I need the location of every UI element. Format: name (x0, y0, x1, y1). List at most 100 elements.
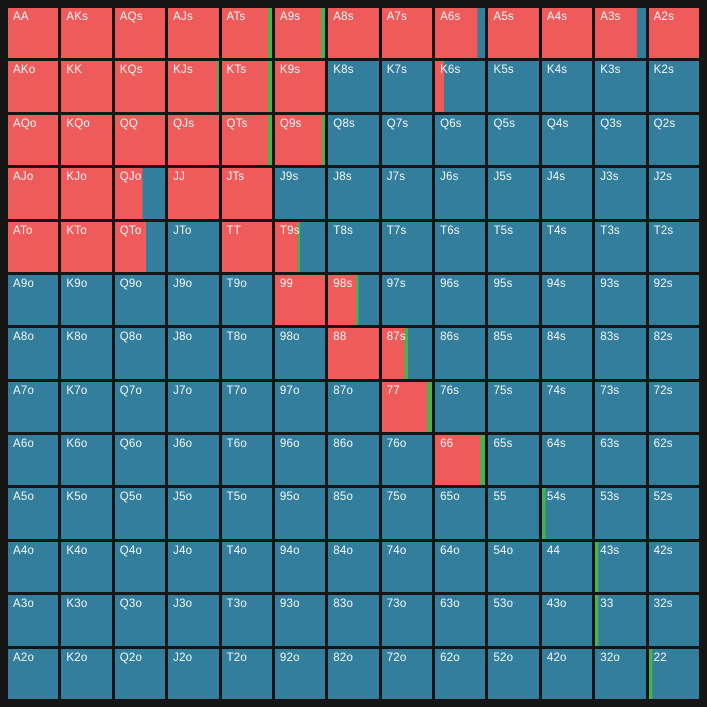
range-cell-T3o[interactable]: T3o (221, 595, 272, 646)
range-cell-T9s[interactable]: T9s (274, 221, 326, 272)
range-cell-A7o[interactable]: A7o (8, 381, 59, 433)
range-cell-JTs[interactable]: JTs (221, 168, 272, 219)
range-cell-A4o[interactable]: A4o (8, 541, 59, 593)
range-cell-54o[interactable]: 54o (488, 541, 539, 593)
range-cell-A8s[interactable]: A8s (328, 8, 379, 59)
range-cell-33[interactable]: 33 (595, 595, 646, 646)
range-cell-J5o[interactable]: J5o (168, 488, 219, 539)
range-cell-T8s[interactable]: T8s (328, 221, 379, 272)
range-cell-J7s[interactable]: J7s (381, 168, 433, 219)
range-cell-J8o[interactable]: J8o (168, 328, 219, 379)
range-cell-T9o[interactable]: T9o (221, 274, 272, 326)
range-cell-77[interactable]: 77 (381, 381, 433, 433)
range-cell-KK[interactable]: KK (61, 61, 112, 112)
range-cell-42s[interactable]: 42s (648, 541, 699, 593)
range-cell-22[interactable]: 22 (648, 648, 699, 699)
range-cell-KTo[interactable]: KTo (61, 221, 112, 272)
range-cell-T2s[interactable]: T2s (648, 221, 699, 272)
range-cell-K2s[interactable]: K2s (648, 61, 699, 112)
range-cell-A2o[interactable]: A2o (8, 648, 59, 699)
range-cell-42o[interactable]: 42o (541, 648, 593, 699)
range-cell-82o[interactable]: 82o (328, 648, 379, 699)
range-cell-62o[interactable]: 62o (435, 648, 486, 699)
range-cell-K3o[interactable]: K3o (61, 595, 112, 646)
range-cell-52s[interactable]: 52s (648, 488, 699, 539)
range-cell-KJo[interactable]: KJo (61, 168, 112, 219)
range-cell-A3s[interactable]: A3s (595, 8, 646, 59)
range-cell-53o[interactable]: 53o (488, 595, 539, 646)
range-cell-72o[interactable]: 72o (381, 648, 433, 699)
range-cell-K9s[interactable]: K9s (274, 61, 326, 112)
range-cell-96s[interactable]: 96s (435, 274, 486, 326)
range-cell-A4s[interactable]: A4s (541, 8, 593, 59)
range-cell-97s[interactable]: 97s (381, 274, 433, 326)
range-cell-A3o[interactable]: A3o (8, 595, 59, 646)
range-cell-Q6s[interactable]: Q6s (435, 114, 486, 166)
range-cell-K4o[interactable]: K4o (61, 541, 112, 593)
range-cell-A2s[interactable]: A2s (648, 8, 699, 59)
range-cell-K7o[interactable]: K7o (61, 381, 112, 433)
range-cell-J8s[interactable]: J8s (328, 168, 379, 219)
range-cell-J2o[interactable]: J2o (168, 648, 219, 699)
range-cell-97o[interactable]: 97o (274, 381, 326, 433)
range-cell-J4s[interactable]: J4s (541, 168, 593, 219)
range-cell-A5o[interactable]: A5o (8, 488, 59, 539)
range-cell-76s[interactable]: 76s (435, 381, 486, 433)
range-cell-K5s[interactable]: K5s (488, 61, 539, 112)
range-cell-Q8s[interactable]: Q8s (328, 114, 379, 166)
range-cell-Q4s[interactable]: Q4s (541, 114, 593, 166)
range-cell-A5s[interactable]: A5s (488, 8, 539, 59)
range-cell-82s[interactable]: 82s (648, 328, 699, 379)
range-cell-A6o[interactable]: A6o (8, 435, 59, 486)
range-cell-A8o[interactable]: A8o (8, 328, 59, 379)
range-cell-Q8o[interactable]: Q8o (114, 328, 166, 379)
range-cell-43o[interactable]: 43o (541, 595, 593, 646)
range-cell-Q9s[interactable]: Q9s (274, 114, 326, 166)
range-cell-94s[interactable]: 94s (541, 274, 593, 326)
range-cell-T6s[interactable]: T6s (435, 221, 486, 272)
range-cell-T7s[interactable]: T7s (381, 221, 433, 272)
range-cell-T5s[interactable]: T5s (488, 221, 539, 272)
range-cell-K7s[interactable]: K7s (381, 61, 433, 112)
range-cell-QQ[interactable]: QQ (114, 114, 166, 166)
range-cell-84s[interactable]: 84s (541, 328, 593, 379)
range-cell-83s[interactable]: 83s (595, 328, 646, 379)
range-cell-J2s[interactable]: J2s (648, 168, 699, 219)
range-cell-72s[interactable]: 72s (648, 381, 699, 433)
range-cell-J7o[interactable]: J7o (168, 381, 219, 433)
range-cell-55[interactable]: 55 (488, 488, 539, 539)
range-cell-43s[interactable]: 43s (595, 541, 646, 593)
range-cell-QTo[interactable]: QTo (114, 221, 166, 272)
range-cell-Q3o[interactable]: Q3o (114, 595, 166, 646)
range-cell-J6o[interactable]: J6o (168, 435, 219, 486)
range-cell-QJo[interactable]: QJo (114, 168, 166, 219)
range-cell-65s[interactable]: 65s (488, 435, 539, 486)
range-cell-95s[interactable]: 95s (488, 274, 539, 326)
range-cell-32s[interactable]: 32s (648, 595, 699, 646)
range-cell-Q5o[interactable]: Q5o (114, 488, 166, 539)
range-cell-87s[interactable]: 87s (381, 328, 433, 379)
range-cell-ATs[interactable]: ATs (221, 8, 272, 59)
range-cell-K8o[interactable]: K8o (61, 328, 112, 379)
range-cell-85o[interactable]: 85o (328, 488, 379, 539)
range-cell-85s[interactable]: 85s (488, 328, 539, 379)
range-cell-86s[interactable]: 86s (435, 328, 486, 379)
range-cell-64s[interactable]: 64s (541, 435, 593, 486)
range-cell-Q6o[interactable]: Q6o (114, 435, 166, 486)
range-cell-K5o[interactable]: K5o (61, 488, 112, 539)
range-cell-KQo[interactable]: KQo (61, 114, 112, 166)
range-cell-74o[interactable]: 74o (381, 541, 433, 593)
range-cell-95o[interactable]: 95o (274, 488, 326, 539)
range-cell-KJs[interactable]: KJs (168, 61, 219, 112)
range-cell-JJ[interactable]: JJ (168, 168, 219, 219)
range-cell-J4o[interactable]: J4o (168, 541, 219, 593)
range-cell-63s[interactable]: 63s (595, 435, 646, 486)
range-cell-T4o[interactable]: T4o (221, 541, 272, 593)
range-cell-A9s[interactable]: A9s (274, 8, 326, 59)
range-cell-32o[interactable]: 32o (595, 648, 646, 699)
range-cell-Q2o[interactable]: Q2o (114, 648, 166, 699)
range-cell-52o[interactable]: 52o (488, 648, 539, 699)
range-cell-AJs[interactable]: AJs (168, 8, 219, 59)
range-cell-J9o[interactable]: J9o (168, 274, 219, 326)
range-cell-AA[interactable]: AA (8, 8, 59, 59)
